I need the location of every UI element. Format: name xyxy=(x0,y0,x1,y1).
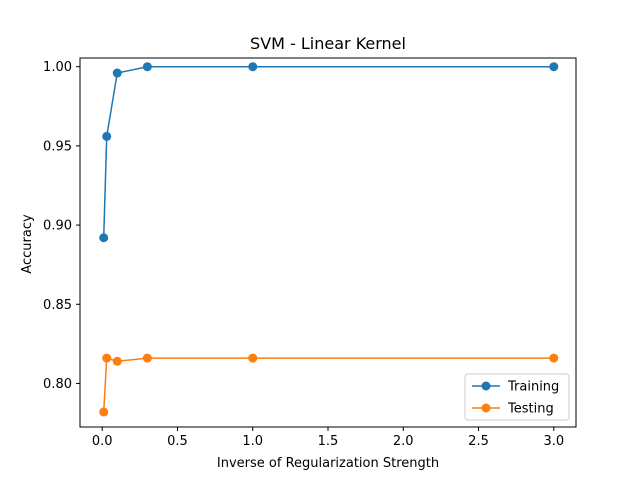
x-tick-label: 0.0 xyxy=(92,434,113,449)
legend-marker-training xyxy=(481,381,491,391)
series-line-testing xyxy=(102,357,554,412)
data-point-testing xyxy=(248,353,258,363)
data-point-testing xyxy=(142,353,152,363)
series-line-training xyxy=(102,65,554,238)
x-axis-ticks: 0.0 0.5 1.0 1.5 2.0 2.5 3.0 xyxy=(92,427,564,449)
data-point-training xyxy=(112,68,122,78)
legend-label-training: Training xyxy=(507,380,559,395)
y-tick-label: 1.00 xyxy=(43,60,72,75)
y-tick-label: 0.95 xyxy=(43,139,72,154)
data-point-training xyxy=(549,62,559,72)
plot-frame xyxy=(79,57,577,428)
x-tick-label: 1.5 xyxy=(318,434,339,449)
data-point-training xyxy=(102,131,112,141)
legend: Training Testing xyxy=(464,373,570,421)
data-point-training xyxy=(99,233,109,243)
y-axis-title: Accuracy xyxy=(20,214,35,274)
legend-marker-testing xyxy=(481,403,491,413)
x-tick-label: 3.0 xyxy=(543,434,564,449)
data-point-training xyxy=(142,62,152,72)
data-point-testing xyxy=(549,353,559,363)
data-point-testing xyxy=(102,353,112,363)
data-point-training xyxy=(248,62,258,72)
x-tick-label: 2.5 xyxy=(468,434,489,449)
x-tick-label: 0.5 xyxy=(167,434,188,449)
y-axis-ticks: 0.80 0.85 0.90 0.95 1.00 xyxy=(43,60,80,392)
y-tick-label: 0.85 xyxy=(43,298,72,313)
x-tick-label: 1.0 xyxy=(242,434,263,449)
y-tick-label: 0.80 xyxy=(43,377,72,392)
y-tick-label: 0.90 xyxy=(43,219,72,234)
data-point-testing xyxy=(99,407,109,417)
x-axis-title: Inverse of Regularization Strength xyxy=(217,456,439,471)
chart-title: SVM - Linear Kernel xyxy=(250,34,406,53)
legend-label-testing: Testing xyxy=(507,402,554,417)
x-tick-label: 2.0 xyxy=(393,434,414,449)
data-point-testing xyxy=(112,356,122,366)
series-layer xyxy=(99,62,559,417)
